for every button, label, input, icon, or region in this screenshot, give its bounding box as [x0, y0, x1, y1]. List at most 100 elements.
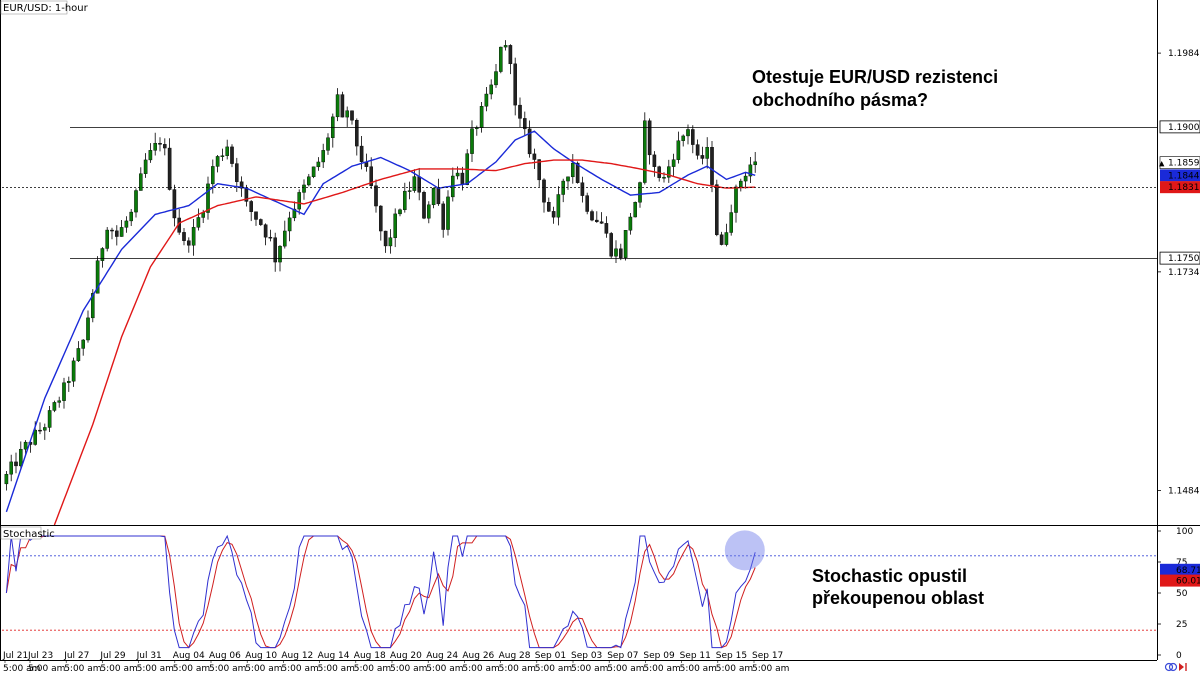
price-tick-label: 1.14843 [1168, 487, 1200, 497]
svg-text:Aug 28: Aug 28 [499, 651, 531, 661]
svg-text:5:00 am: 5:00 am [680, 664, 717, 674]
level-label: 1.17500 [1159, 251, 1200, 265]
candle [383, 230, 388, 253]
candle [403, 182, 407, 213]
time-label-first: 5:00 am [3, 664, 40, 674]
candle [590, 209, 594, 222]
candle [287, 211, 292, 242]
candle [719, 231, 724, 246]
svg-text:Aug 24: Aug 24 [426, 651, 458, 661]
candle [57, 396, 61, 408]
candle [206, 176, 210, 220]
candle [484, 86, 489, 112]
candle [119, 220, 124, 237]
svg-text:1.17500: 1.17500 [1168, 254, 1200, 264]
svg-text:Sep 11: Sep 11 [680, 651, 711, 661]
candle [134, 188, 138, 218]
candle [523, 111, 527, 136]
candle [489, 79, 494, 100]
stoch-tick-label: 0 [1176, 651, 1182, 661]
price-tick-label: 1.19843 [1168, 49, 1200, 59]
candle [230, 144, 234, 168]
candle [326, 133, 330, 155]
candle [100, 247, 105, 268]
svg-text:5:00 am: 5:00 am [28, 664, 65, 674]
symbol-label: EUR/USD: 1-hour [3, 3, 89, 14]
candle [734, 184, 738, 223]
candle [302, 179, 306, 200]
candle [186, 237, 191, 253]
svg-text:Sep 17: Sep 17 [752, 651, 783, 661]
candle [532, 148, 537, 170]
candle [355, 118, 359, 156]
annotation-main-line1: Otestuje EUR/USD rezistenci [752, 67, 998, 87]
candle [633, 201, 637, 218]
svg-text:Jul 29: Jul 29 [99, 651, 125, 661]
candle [321, 143, 326, 169]
svg-text:Aug 04: Aug 04 [173, 651, 205, 661]
candle [38, 422, 42, 435]
svg-text:5:00 am: 5:00 am [137, 664, 174, 674]
candle [158, 137, 162, 152]
svg-text:Aug 18: Aug 18 [354, 651, 386, 661]
candle [167, 138, 172, 191]
scroll-to-end-icon[interactable] [1179, 663, 1187, 671]
svg-text:60.01: 60.01 [1176, 577, 1200, 587]
svg-text:1.18311: 1.18311 [1168, 183, 1200, 193]
candle [527, 120, 532, 158]
candle [335, 88, 340, 122]
stoch-tick-label: 25 [1176, 620, 1187, 630]
candle [547, 197, 551, 212]
candle [182, 228, 186, 246]
candle [9, 454, 14, 482]
svg-text:5:00 am: 5:00 am [64, 664, 101, 674]
candle [494, 64, 498, 88]
candle [599, 212, 604, 224]
stoch-badge: 68.71 [1160, 563, 1200, 576]
candle [311, 166, 316, 179]
candle [623, 230, 628, 261]
svg-text:5:00 am: 5:00 am [318, 664, 355, 674]
candle [571, 154, 575, 184]
candle [259, 218, 263, 227]
candle [556, 186, 561, 226]
svg-text:68.71: 68.71 [1176, 566, 1200, 576]
sync-icon[interactable] [1164, 662, 1178, 672]
candle [62, 377, 66, 409]
candle [753, 151, 757, 173]
candle [292, 201, 297, 222]
svg-text:5:00 am: 5:00 am [752, 664, 789, 674]
svg-text:Sep 07: Sep 07 [607, 651, 638, 661]
candle [667, 159, 671, 183]
candle [345, 106, 350, 127]
candle [114, 225, 119, 246]
highlight-circle [724, 530, 765, 571]
svg-text:1.18446: 1.18446 [1168, 171, 1200, 181]
candle [518, 97, 522, 128]
candle [76, 341, 81, 363]
svg-text:5:00 am: 5:00 am [354, 664, 391, 674]
candle [604, 216, 609, 238]
candle [542, 178, 546, 213]
candle [307, 173, 311, 187]
candle [691, 125, 695, 154]
stoch-tick-label: 75 [1176, 558, 1187, 568]
candle [196, 208, 201, 231]
candle [129, 209, 134, 227]
candle [350, 110, 354, 125]
candle [513, 57, 517, 116]
candle [628, 212, 633, 235]
candle [23, 440, 28, 456]
svg-text:Jul 21: Jul 21 [2, 651, 28, 661]
svg-text:Aug 12: Aug 12 [281, 651, 313, 661]
candle [273, 232, 278, 272]
candle [580, 176, 585, 203]
candle [551, 206, 556, 224]
svg-text:5:00 am: 5:00 am [281, 664, 318, 674]
svg-text:5:00 am: 5:00 am [643, 664, 680, 674]
candle [595, 211, 599, 223]
annotation-stoch-line1: Stochastic opustil [812, 566, 967, 586]
stoch-k-line [5, 534, 756, 649]
